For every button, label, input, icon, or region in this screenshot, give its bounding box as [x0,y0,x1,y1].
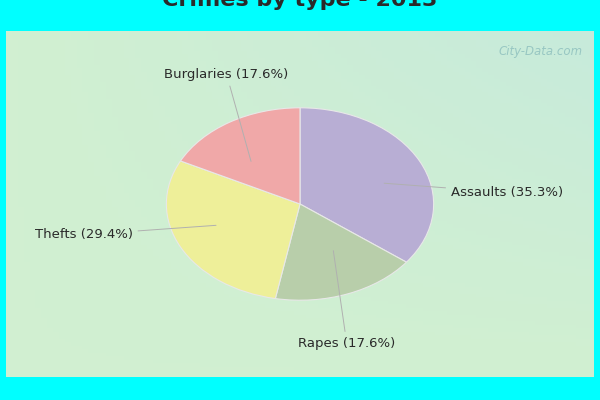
Text: Burglaries (17.6%): Burglaries (17.6%) [164,68,289,161]
Wedge shape [166,161,300,298]
Wedge shape [275,204,406,300]
Text: City-Data.com: City-Data.com [498,45,582,58]
Text: Thefts (29.4%): Thefts (29.4%) [35,225,216,241]
Title: Crimes by type - 2013: Crimes by type - 2013 [163,0,437,10]
Text: Assaults (35.3%): Assaults (35.3%) [384,183,563,199]
Wedge shape [181,108,300,204]
Text: Rapes (17.6%): Rapes (17.6%) [298,251,395,350]
Wedge shape [300,108,434,262]
